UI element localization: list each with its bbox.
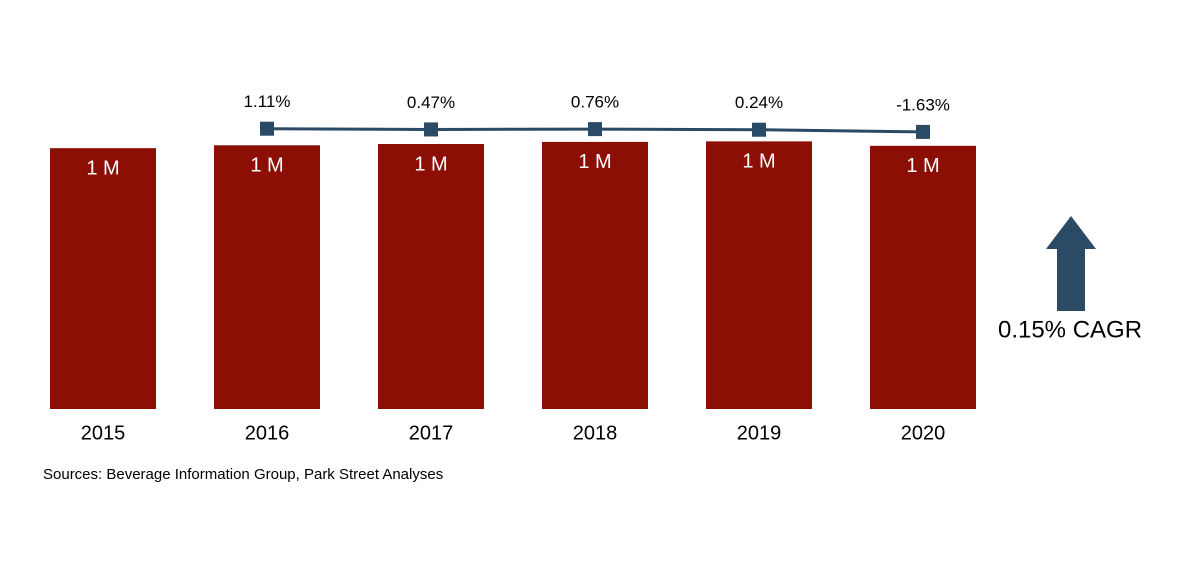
growth-marker	[424, 122, 438, 137]
x-tick-label: 2018	[573, 422, 618, 444]
x-tick-label: 2020	[901, 422, 946, 444]
growth-marker	[752, 122, 766, 137]
bar	[542, 141, 648, 409]
cagr-annotation: 0.15% CAGR	[998, 316, 1142, 343]
x-tick-label: 2015	[81, 422, 126, 444]
bar-value-label: 1 M	[742, 151, 775, 173]
bar	[870, 145, 976, 410]
bar-value-label: 1 M	[250, 155, 283, 177]
x-tick-label: 2019	[737, 422, 782, 444]
bar-value-label: 1 M	[578, 151, 611, 173]
growth-label: 0.47%	[407, 93, 455, 112]
bar	[706, 141, 812, 409]
growth-marker	[916, 124, 930, 139]
bar	[50, 148, 156, 409]
bar-value-label: 1 M	[86, 157, 119, 179]
cagr-arrow	[1046, 216, 1096, 311]
bar-value-label: 1 M	[906, 155, 939, 177]
growth-label: 1.11%	[244, 92, 291, 111]
growth-label: 0.24%	[735, 93, 783, 112]
growth-marker	[588, 122, 602, 137]
growth-label: -1.63%	[896, 95, 950, 114]
bar	[378, 143, 484, 409]
growth-marker	[260, 121, 274, 136]
bar-value-label: 1 M	[414, 153, 447, 175]
source-note: Sources: Beverage Information Group, Par…	[43, 466, 443, 483]
x-tick-label: 2017	[409, 422, 454, 444]
bar	[214, 145, 320, 410]
growth-label: 0.76%	[571, 93, 619, 112]
x-tick-label: 2016	[245, 422, 290, 444]
